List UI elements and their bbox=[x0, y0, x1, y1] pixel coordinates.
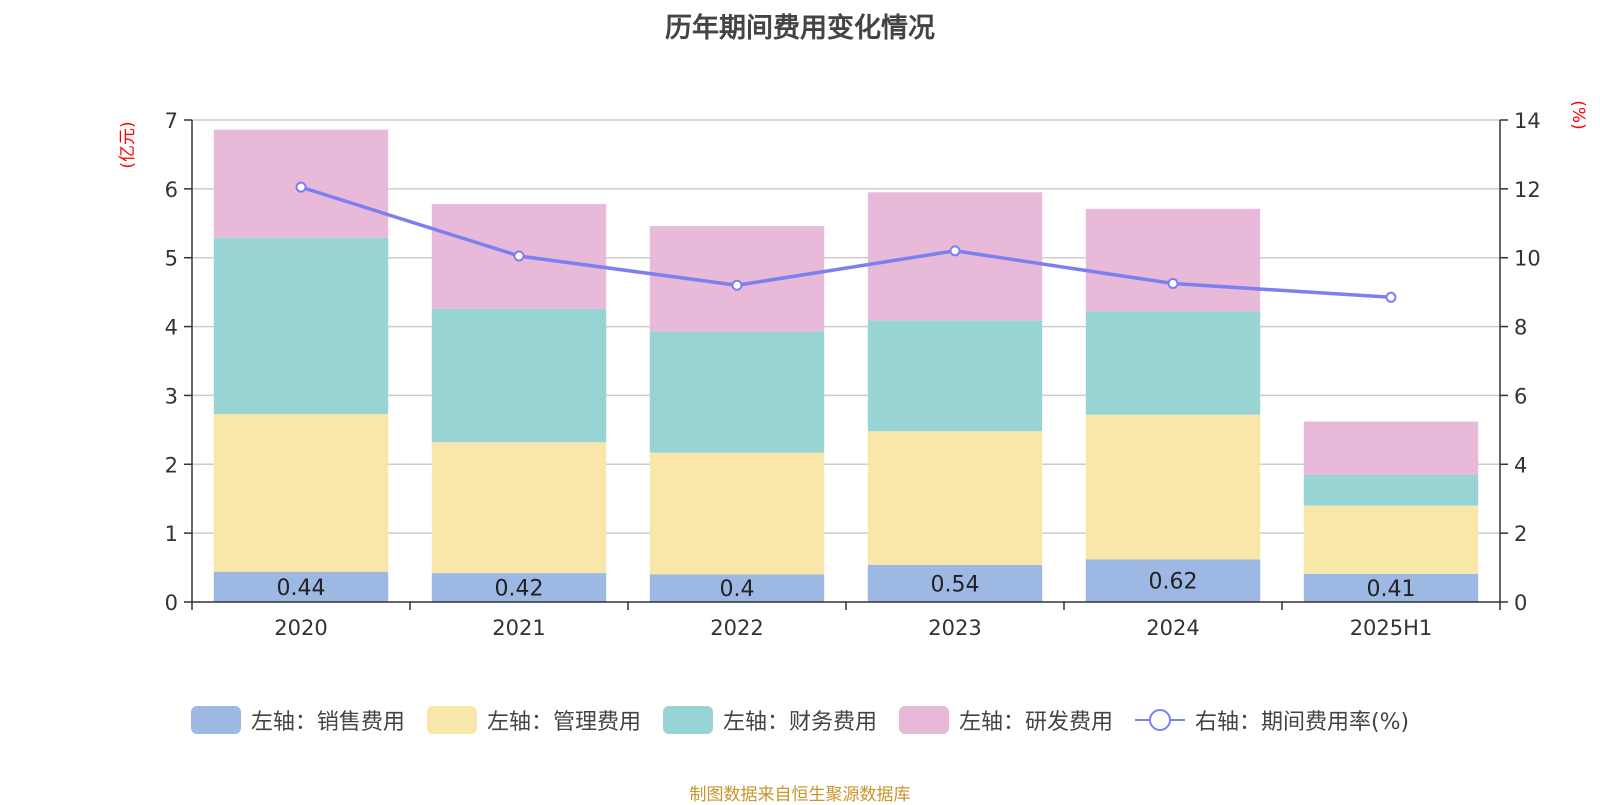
legend-line-marker bbox=[1134, 709, 1185, 731]
y-left-tick-label: 6 bbox=[165, 178, 178, 202]
bar-segment bbox=[213, 571, 389, 602]
chart-title: 历年期间费用变化情况 bbox=[665, 13, 935, 44]
legend-line-circle bbox=[1148, 709, 1171, 731]
bar-segment bbox=[431, 308, 607, 443]
y-left-tick-label: 7 bbox=[165, 109, 178, 133]
legend-label: 左轴：研发费用 bbox=[958, 710, 1113, 735]
y-right-tick-label: 2 bbox=[1514, 522, 1527, 546]
y-left-tick-label: 4 bbox=[165, 316, 178, 340]
y-right-tick-label: 12 bbox=[1514, 178, 1541, 202]
rate-point bbox=[1167, 278, 1179, 290]
y-left-unit-label: (亿元) bbox=[118, 121, 138, 168]
rate-line bbox=[295, 181, 1397, 303]
x-tick-label: 2023 bbox=[928, 616, 981, 640]
bar-segment bbox=[1303, 474, 1479, 506]
bar-data-label: 0.44 bbox=[277, 576, 326, 601]
bar-segment bbox=[1303, 505, 1479, 574]
bar-data-label: 0.62 bbox=[1149, 570, 1198, 595]
source-note: 制图数据来自恒生聚源数据库 bbox=[689, 785, 911, 805]
bar-segment bbox=[1303, 421, 1479, 475]
x-tick-label: 2024 bbox=[1146, 616, 1199, 640]
x-tick-label: 2025H1 bbox=[1350, 616, 1433, 640]
y-right-unit-label: (%) bbox=[1568, 100, 1588, 129]
legend-swatch bbox=[898, 706, 949, 734]
bar-segment bbox=[867, 564, 1043, 602]
y-right-tick-label: 10 bbox=[1514, 247, 1541, 271]
bar-segment bbox=[649, 452, 825, 575]
legend-label: 左轴：销售费用 bbox=[250, 710, 405, 735]
y-left-tick-label: 3 bbox=[165, 384, 178, 408]
y-left-tick-label: 1 bbox=[165, 522, 178, 546]
x-tick-label: 2021 bbox=[492, 616, 545, 640]
y-left-tick-label: 0 bbox=[165, 591, 178, 615]
rate-point bbox=[731, 279, 743, 291]
legend-swatch bbox=[662, 706, 713, 734]
bar-data-label: 0.41 bbox=[1367, 577, 1416, 602]
bar-data-label: 0.4 bbox=[720, 577, 755, 602]
legend-item[interactable]: 左轴：财务费用 bbox=[662, 704, 877, 736]
bar-data-label: 0.42 bbox=[495, 577, 544, 602]
bar-segment bbox=[867, 431, 1043, 565]
bar-segment bbox=[213, 414, 389, 572]
bar-segment bbox=[213, 237, 389, 415]
y-right-tick-label: 8 bbox=[1514, 316, 1527, 340]
bar-segment bbox=[1085, 311, 1261, 415]
y-left-tick-label: 2 bbox=[165, 453, 178, 477]
bar-data-label: 0.54 bbox=[931, 572, 980, 597]
x-tick-label: 2020 bbox=[274, 616, 327, 640]
legend-item[interactable]: 左轴：研发费用 bbox=[898, 704, 1113, 736]
bar-segment bbox=[649, 331, 825, 453]
bar-segment bbox=[649, 574, 825, 602]
rate-point bbox=[513, 250, 525, 262]
bar-segment bbox=[1085, 559, 1261, 602]
legend-item[interactable]: 右轴：期间费用率(%) bbox=[1134, 704, 1410, 736]
y-right-tick-label: 4 bbox=[1514, 453, 1527, 477]
bar-segment bbox=[431, 573, 607, 602]
y-right-tick-label: 6 bbox=[1514, 384, 1527, 408]
x-tick-label: 2022 bbox=[710, 616, 763, 640]
y-left-tick-label: 5 bbox=[165, 247, 178, 271]
legend: 左轴：销售费用 左轴：管理费用 左轴：财务费用 左轴：研发费用 右轴：期间费用率(%) bbox=[0, 700, 1600, 740]
legend-label: 左轴：财务费用 bbox=[722, 710, 877, 735]
legend-label: 右轴：期间费用率(%) bbox=[1194, 710, 1410, 735]
bar-segment bbox=[867, 192, 1043, 321]
y-right-tick-label: 14 bbox=[1514, 109, 1541, 133]
bar-segment bbox=[1303, 573, 1479, 602]
bar-segment bbox=[431, 442, 607, 574]
data-labels: 0.44 0.42 0.4 0.54 0.62 0.41 bbox=[277, 570, 1416, 603]
legend-swatch bbox=[426, 706, 477, 734]
bar-segment bbox=[867, 320, 1043, 432]
rate-point bbox=[949, 245, 961, 257]
bars bbox=[213, 129, 1479, 602]
legend-item[interactable]: 左轴：销售费用 bbox=[190, 704, 405, 736]
bar-segment bbox=[1085, 208, 1261, 312]
legend-swatch bbox=[190, 706, 241, 734]
grid-lines bbox=[192, 119, 1500, 534]
legend-label: 左轴：管理费用 bbox=[486, 710, 641, 735]
y-right-tick-label: 0 bbox=[1514, 591, 1527, 615]
bar-segment bbox=[1085, 414, 1261, 560]
rate-point bbox=[1385, 291, 1397, 303]
rate-point bbox=[295, 181, 307, 193]
legend-item[interactable]: 左轴：管理费用 bbox=[426, 704, 641, 736]
rate-line-path bbox=[300, 185, 1392, 300]
